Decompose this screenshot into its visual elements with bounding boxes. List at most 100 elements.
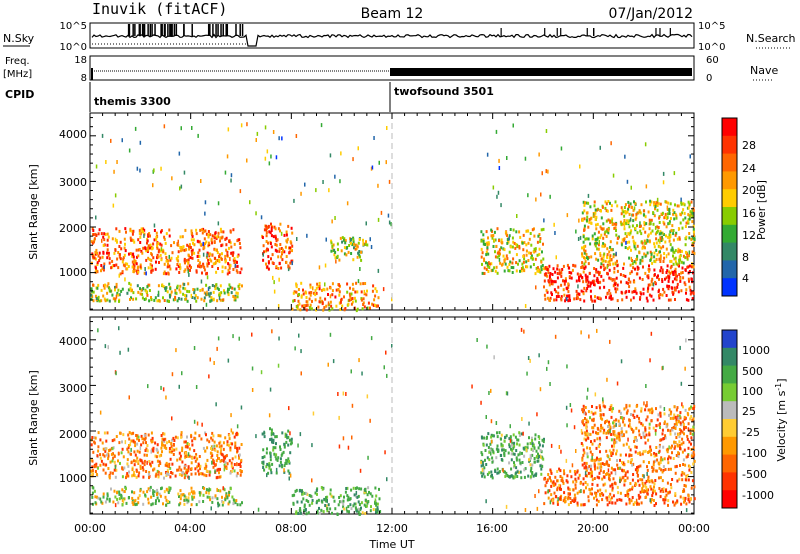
data-cell xyxy=(555,295,558,298)
data-cell xyxy=(487,432,490,436)
data-cell xyxy=(330,241,333,245)
data-cell xyxy=(95,462,98,466)
data-cell xyxy=(96,263,99,266)
data-cell xyxy=(221,495,223,499)
data-cell xyxy=(644,428,647,432)
data-cell xyxy=(211,431,214,435)
data-cell xyxy=(305,512,308,516)
data-cell xyxy=(309,303,312,307)
data-cell xyxy=(364,243,367,246)
data-cell xyxy=(517,438,520,442)
data-cell xyxy=(560,487,562,491)
data-cell xyxy=(633,200,635,204)
data-cell xyxy=(598,471,601,475)
data-cell xyxy=(269,458,272,462)
data-cell xyxy=(123,264,126,268)
data-cell xyxy=(659,414,662,418)
data-cell xyxy=(656,229,659,233)
data-cell xyxy=(135,475,138,479)
data-cell xyxy=(137,238,140,242)
data-cell xyxy=(496,444,499,448)
data-cell xyxy=(104,283,107,287)
data-cell xyxy=(136,255,138,259)
data-cell xyxy=(679,249,681,254)
data-cell xyxy=(682,405,684,409)
data-cell xyxy=(589,416,591,420)
data-cell xyxy=(646,274,649,278)
data-cell xyxy=(522,431,524,436)
data-cell xyxy=(661,271,664,274)
data-cell xyxy=(690,265,693,269)
data-cell xyxy=(122,499,125,504)
data-cell xyxy=(216,251,219,255)
data-cell xyxy=(533,247,536,251)
data-cell xyxy=(655,446,658,449)
data-cell xyxy=(674,471,677,475)
data-cell xyxy=(131,265,134,269)
data-cell xyxy=(220,257,223,261)
data-cell xyxy=(530,254,533,258)
data-cell xyxy=(114,193,117,198)
data-cell xyxy=(219,227,222,231)
data-cell xyxy=(275,453,278,457)
data-cell xyxy=(542,227,545,231)
data-cell xyxy=(672,457,675,460)
data-cell xyxy=(497,471,500,475)
data-cell xyxy=(649,408,652,412)
data-cell xyxy=(585,289,588,293)
data-cell xyxy=(564,299,567,303)
data-cell xyxy=(168,254,170,259)
data-cell xyxy=(229,442,232,446)
data-cell xyxy=(672,271,674,274)
data-cell xyxy=(602,236,605,240)
data-cell xyxy=(584,237,587,241)
data-cell xyxy=(359,508,362,512)
data-cell xyxy=(215,283,218,287)
data-cell xyxy=(642,213,645,217)
data-cell xyxy=(631,496,634,499)
data-cell xyxy=(160,434,163,437)
data-cell xyxy=(133,266,136,270)
data-cell xyxy=(665,254,668,259)
data-cell xyxy=(307,511,310,515)
data-cell xyxy=(518,245,521,248)
data-cell xyxy=(614,501,617,505)
data-cell xyxy=(586,278,589,282)
data-cell xyxy=(515,456,518,460)
data-cell xyxy=(110,452,113,456)
data-cell xyxy=(380,210,383,215)
data-cell xyxy=(507,451,510,455)
data-cell xyxy=(484,449,487,452)
data-cell xyxy=(300,490,303,494)
data-cell xyxy=(115,371,117,376)
data-cell xyxy=(143,298,146,301)
data-cell xyxy=(157,242,160,245)
data-cell xyxy=(591,426,594,430)
data-cell xyxy=(620,427,623,431)
data-cell xyxy=(604,482,607,486)
data-cell xyxy=(625,295,628,299)
freq-label: Freq. xyxy=(5,56,30,67)
data-cell xyxy=(282,248,284,252)
data-cell xyxy=(93,237,96,241)
data-cell xyxy=(489,442,492,446)
data-cell xyxy=(232,258,235,262)
data-cell xyxy=(97,466,99,470)
data-cell xyxy=(335,259,337,264)
data-cell xyxy=(590,464,593,468)
data-cell xyxy=(523,475,526,479)
data-cell xyxy=(146,490,149,494)
data-cell xyxy=(160,385,162,390)
data-cell xyxy=(236,255,239,259)
data-cell xyxy=(643,435,646,439)
data-cell xyxy=(496,251,499,255)
data-cell xyxy=(145,470,148,473)
data-cell xyxy=(270,229,273,232)
data-cell xyxy=(326,509,329,513)
data-cell xyxy=(129,283,132,287)
data-cell xyxy=(666,284,669,288)
data-cell xyxy=(144,493,147,497)
data-cell xyxy=(162,438,165,442)
data-cell xyxy=(178,457,181,461)
data-cell xyxy=(179,267,182,271)
